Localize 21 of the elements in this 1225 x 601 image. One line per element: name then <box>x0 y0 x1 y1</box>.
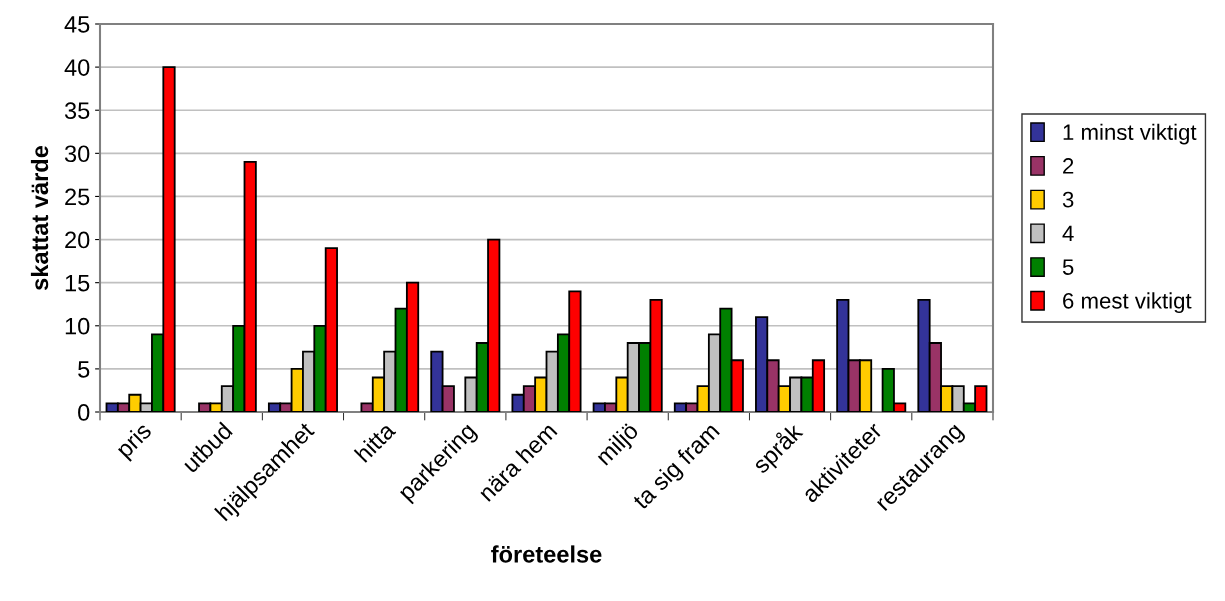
legend-label: 3 <box>1062 191 1074 208</box>
x-tick-label: pris <box>114 420 156 462</box>
y-tick-label: 30 <box>64 145 90 163</box>
x-axis-title: företeelse <box>491 545 602 563</box>
y-tick-label: 35 <box>64 102 90 120</box>
y-tick-label: 5 <box>78 361 90 378</box>
x-tick-label: nära hem <box>480 424 558 502</box>
legend-label: 2 <box>1063 158 1074 174</box>
x-tick-label: hitta <box>353 420 397 463</box>
y-tick-label: 40 <box>64 59 90 76</box>
legend-label: 4 <box>1062 225 1074 241</box>
y-tick-label: 15 <box>65 274 90 292</box>
y-tick-label: 20 <box>65 231 90 249</box>
legend-label: 5 <box>1062 259 1074 275</box>
y-tick-label: 0 <box>78 404 90 421</box>
y-axis-title: skattat värde <box>30 145 49 290</box>
y-tick-label: 25 <box>65 188 90 206</box>
legend-label: 1 minst viktigt <box>1063 123 1197 145</box>
y-tick-label: 10 <box>65 317 90 335</box>
y-tick-label: 45 <box>64 16 90 33</box>
legend-label: 6 mest viktigt <box>1063 292 1192 314</box>
